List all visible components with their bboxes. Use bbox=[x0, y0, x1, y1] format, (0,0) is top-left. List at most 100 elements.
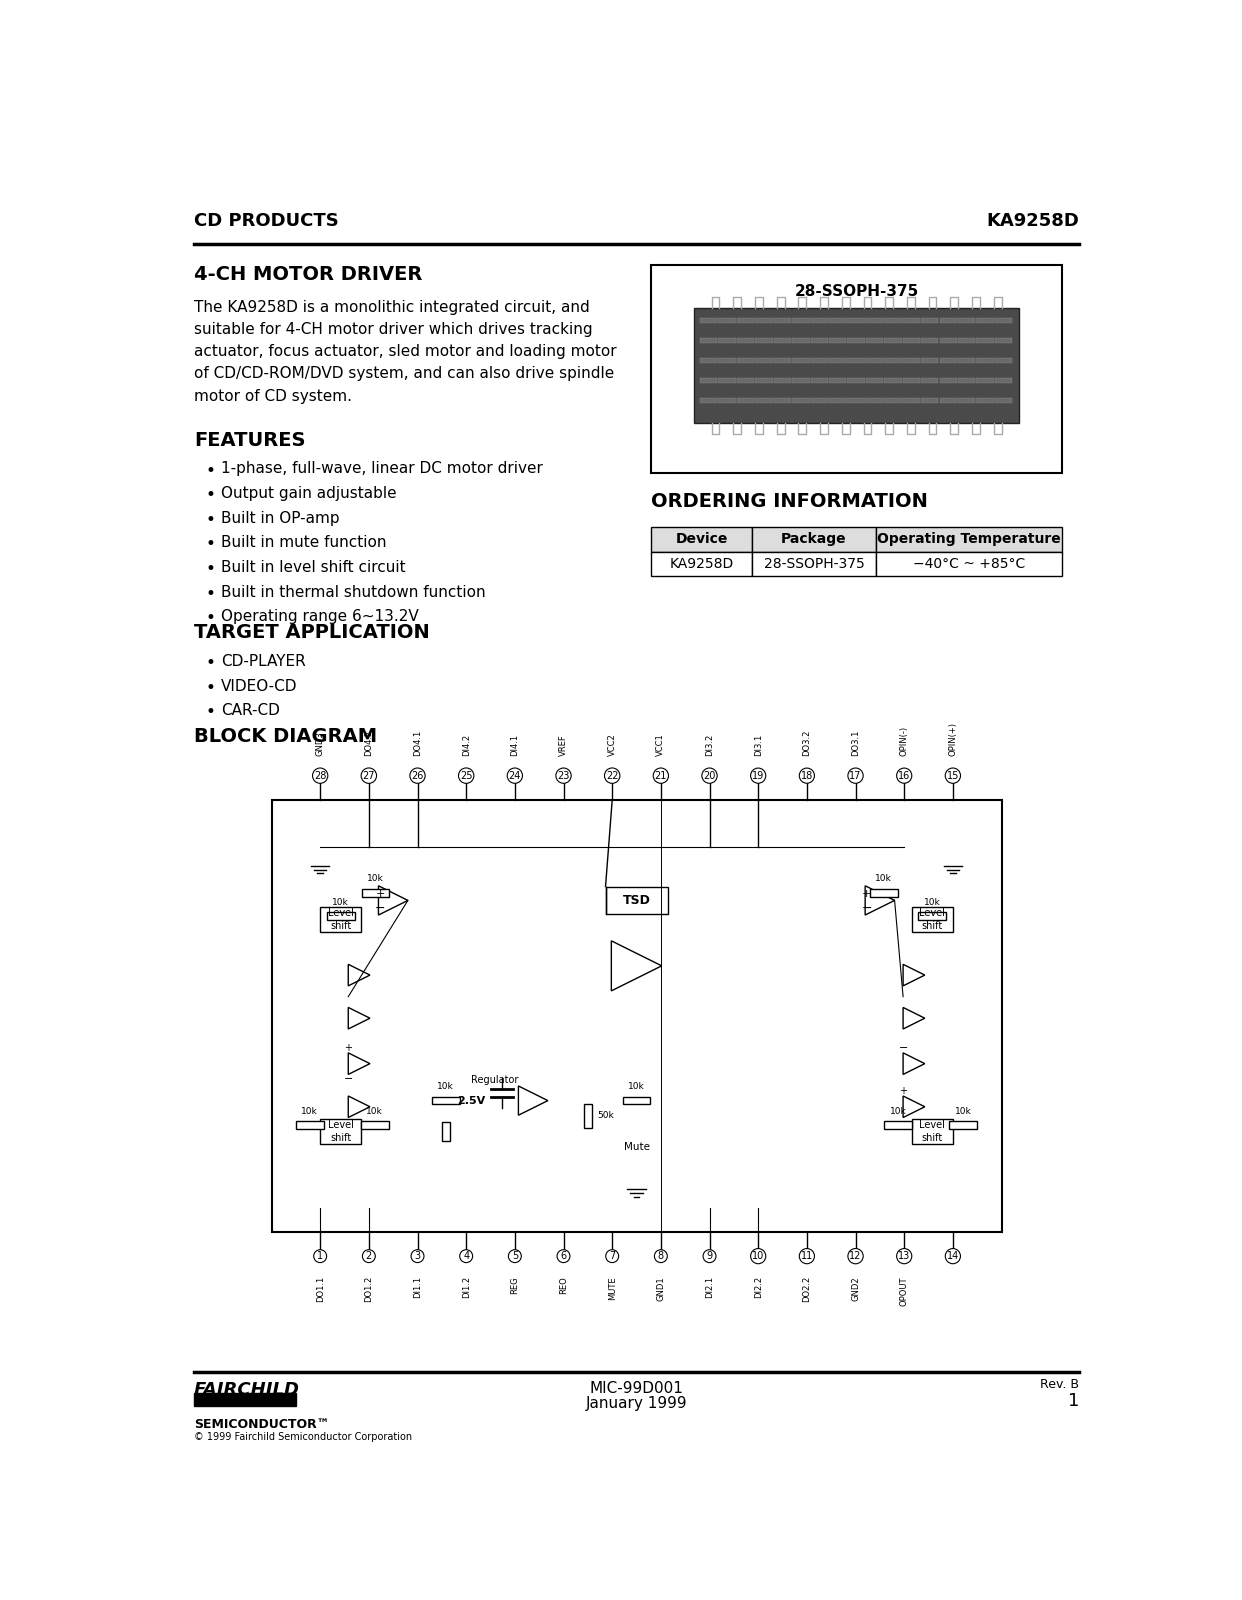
Text: DI2.1: DI2.1 bbox=[705, 1277, 714, 1298]
Bar bbox=[651, 526, 751, 552]
Bar bbox=[828, 378, 846, 382]
Text: DO4.1: DO4.1 bbox=[414, 730, 422, 755]
Text: 22: 22 bbox=[606, 771, 619, 781]
Text: OPOUT: OPOUT bbox=[899, 1277, 909, 1306]
Text: •: • bbox=[206, 536, 216, 554]
Bar bbox=[976, 317, 994, 323]
Text: +: + bbox=[375, 890, 385, 899]
Bar bbox=[939, 397, 956, 403]
Bar bbox=[718, 378, 737, 382]
Text: 9: 9 bbox=[707, 1251, 713, 1261]
Bar bbox=[913, 907, 953, 931]
Bar bbox=[903, 317, 920, 323]
Text: 2: 2 bbox=[365, 1251, 371, 1261]
Bar bbox=[755, 357, 773, 363]
Text: DI4.2: DI4.2 bbox=[462, 733, 471, 755]
Text: +: + bbox=[344, 1043, 353, 1053]
Text: 4-CH MOTOR DRIVER: 4-CH MOTOR DRIVER bbox=[194, 266, 422, 285]
Text: •: • bbox=[206, 461, 216, 480]
Text: +: + bbox=[862, 890, 872, 899]
Bar bbox=[792, 357, 810, 363]
Bar bbox=[958, 338, 975, 342]
Bar bbox=[737, 397, 754, 403]
Text: VCC2: VCC2 bbox=[607, 733, 617, 755]
Bar bbox=[869, 890, 898, 896]
Text: 4: 4 bbox=[463, 1251, 469, 1261]
Bar bbox=[792, 338, 810, 342]
Bar bbox=[876, 526, 1062, 552]
Bar bbox=[751, 552, 876, 576]
Text: •: • bbox=[206, 486, 216, 504]
Text: GND3: GND3 bbox=[315, 731, 324, 755]
Bar bbox=[442, 1122, 450, 1141]
Bar bbox=[792, 378, 810, 382]
Text: Built in level shift circuit: Built in level shift circuit bbox=[221, 560, 406, 574]
Text: 24: 24 bbox=[509, 771, 522, 781]
Text: 23: 23 bbox=[558, 771, 570, 781]
Text: 21: 21 bbox=[655, 771, 667, 781]
Bar bbox=[774, 378, 791, 382]
Bar bbox=[949, 1122, 977, 1130]
Bar bbox=[976, 378, 994, 382]
Text: 10k: 10k bbox=[924, 898, 940, 907]
Text: DI1.1: DI1.1 bbox=[414, 1277, 422, 1298]
Bar bbox=[700, 397, 718, 403]
Bar bbox=[320, 907, 360, 931]
Bar bbox=[939, 378, 956, 382]
Text: The KA9258D is a monolithic integrated circuit, and
suitable for 4-CH motor driv: The KA9258D is a monolithic integrated c… bbox=[194, 299, 616, 403]
Text: DI1.2: DI1.2 bbox=[462, 1277, 471, 1298]
Bar bbox=[884, 1122, 913, 1130]
Bar bbox=[828, 397, 846, 403]
Bar bbox=[958, 357, 975, 363]
Bar bbox=[700, 317, 718, 323]
Bar bbox=[995, 357, 1012, 363]
Text: DO2.2: DO2.2 bbox=[802, 1277, 811, 1302]
Bar bbox=[903, 397, 920, 403]
Text: VIDEO-CD: VIDEO-CD bbox=[221, 678, 298, 694]
Bar bbox=[584, 1104, 591, 1128]
Text: Level
shift: Level shift bbox=[919, 1120, 945, 1142]
Bar bbox=[847, 317, 864, 323]
Bar bbox=[976, 357, 994, 363]
Text: Output gain adjustable: Output gain adjustable bbox=[221, 486, 396, 501]
Bar bbox=[958, 397, 975, 403]
Text: Built in thermal shutdown function: Built in thermal shutdown function bbox=[221, 584, 486, 600]
Text: −: − bbox=[862, 902, 872, 915]
Bar bbox=[718, 357, 737, 363]
Text: •: • bbox=[206, 510, 216, 528]
Bar bbox=[995, 397, 1012, 403]
Bar bbox=[737, 357, 754, 363]
Text: GND2: GND2 bbox=[851, 1277, 859, 1301]
Bar bbox=[828, 338, 846, 342]
Text: +: + bbox=[899, 1086, 907, 1096]
Bar bbox=[296, 1122, 324, 1130]
Text: MUTE: MUTE bbox=[607, 1277, 617, 1299]
Bar bbox=[737, 378, 754, 382]
Text: Level
shift: Level shift bbox=[328, 1120, 354, 1142]
Text: 2.5V: 2.5V bbox=[457, 1096, 486, 1106]
Bar bbox=[958, 317, 975, 323]
Text: VCC1: VCC1 bbox=[656, 733, 666, 755]
Text: FEATURES: FEATURES bbox=[194, 430, 306, 450]
Text: ORDERING INFORMATION: ORDERING INFORMATION bbox=[651, 493, 928, 512]
Text: 14: 14 bbox=[946, 1251, 959, 1261]
Text: DO1.2: DO1.2 bbox=[364, 1277, 374, 1302]
Bar bbox=[866, 317, 883, 323]
Bar bbox=[828, 317, 846, 323]
Text: 18: 18 bbox=[801, 771, 814, 781]
Bar bbox=[811, 378, 828, 382]
Bar bbox=[737, 338, 754, 342]
Bar bbox=[884, 378, 902, 382]
Bar bbox=[751, 526, 876, 552]
Text: DI3.1: DI3.1 bbox=[754, 733, 763, 755]
Text: 10: 10 bbox=[753, 1251, 764, 1261]
Bar bbox=[922, 317, 939, 323]
Text: KA9258D: KA9258D bbox=[669, 557, 734, 571]
Bar bbox=[866, 357, 883, 363]
Bar bbox=[718, 338, 737, 342]
Text: 13: 13 bbox=[898, 1251, 910, 1261]
Bar bbox=[737, 317, 754, 323]
Text: TARGET APPLICATION: TARGET APPLICATION bbox=[194, 622, 430, 642]
Text: DO3.1: DO3.1 bbox=[851, 730, 859, 755]
Text: CD PRODUCTS: CD PRODUCTS bbox=[194, 213, 339, 230]
